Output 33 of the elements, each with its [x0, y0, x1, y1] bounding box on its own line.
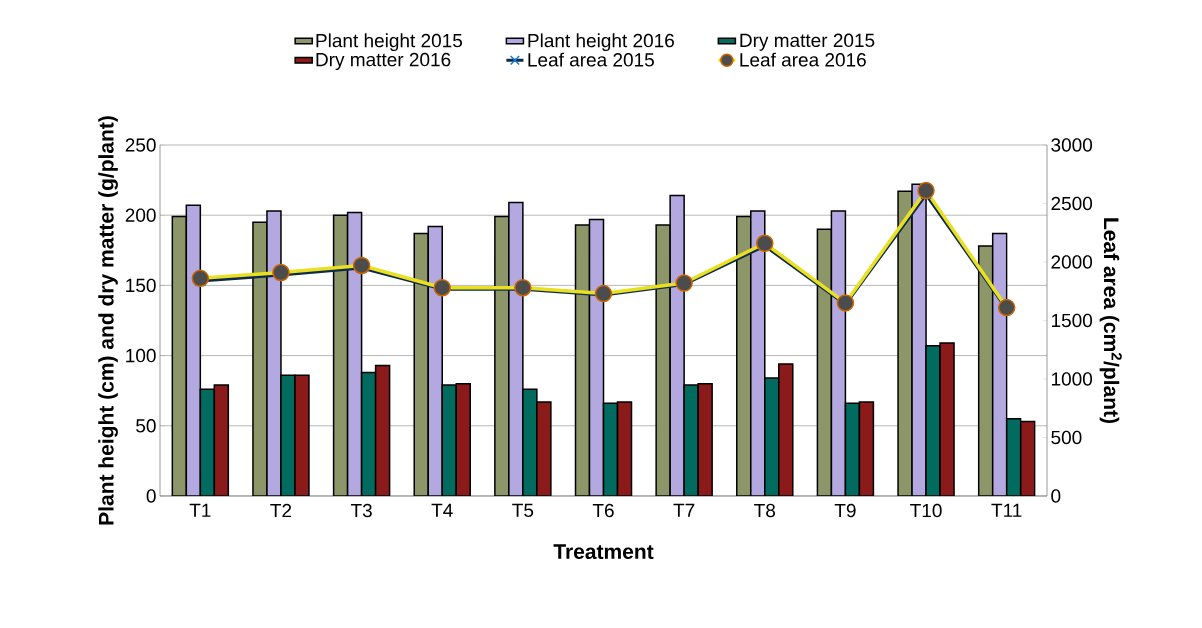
- y-axis-title: Plant height (cm) and dry matter (g/plant): [98, 116, 118, 525]
- legend-label: Leaf area 2016: [740, 52, 866, 67]
- y2-tick-label: 2000: [1051, 255, 1093, 269]
- y2-tick-label: 3000: [1051, 138, 1093, 152]
- x-tick-label: T11: [991, 503, 1022, 517]
- x-tick-label: T6: [592, 503, 614, 518]
- legend-label: Dry matter 2016: [316, 52, 451, 71]
- x-tick-label: T7: [673, 503, 695, 517]
- legend-label: Leaf area 2015: [528, 52, 654, 67]
- y-tick-label: 250: [125, 138, 156, 152]
- y-tick-label: 150: [126, 278, 156, 293]
- x-axis-title: Treatment: [553, 544, 654, 560]
- x-tick-label: T3: [350, 503, 372, 518]
- x-tick-label: T4: [431, 503, 453, 517]
- x-tick-label: T9: [834, 503, 856, 518]
- y2-tick-label: 0: [1051, 489, 1061, 503]
- y2-axis-title: Leaf area (cm$^{2}$/plant): [1099, 218, 1122, 423]
- y-tick-label: 100: [126, 348, 156, 363]
- legend-label: Plant height 2016: [528, 33, 674, 52]
- y-tick-label: 200: [125, 208, 156, 222]
- x-tick-label: T5: [512, 503, 534, 518]
- y-tick-label: 0: [146, 489, 156, 503]
- y2-tick-label: 1000: [1051, 372, 1093, 386]
- x-tick-label: T2: [270, 503, 292, 518]
- legend-label: Plant height 2015: [316, 33, 463, 52]
- x-tick-label: T8: [754, 503, 776, 518]
- x-tick-label: T10: [910, 503, 942, 518]
- x-tick-label: T1: [189, 503, 211, 517]
- y-tick-label: 50: [136, 419, 156, 433]
- y2-tick-label: 1500: [1051, 313, 1093, 328]
- legend-label: Dry matter 2015: [740, 33, 875, 51]
- y2-tick-label: 2500: [1051, 196, 1093, 211]
- y2-tick-label: 500: [1051, 430, 1082, 445]
